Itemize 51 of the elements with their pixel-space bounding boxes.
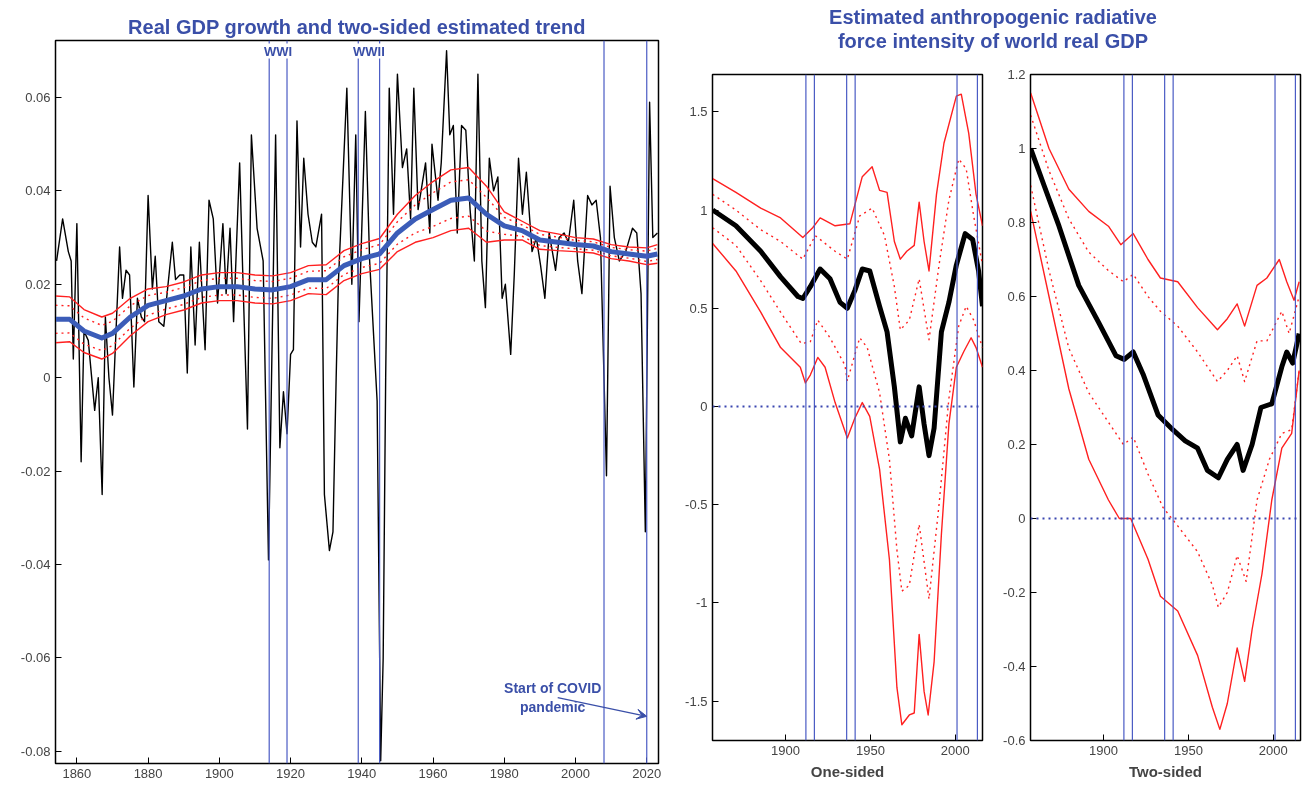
x-tick-label: 1920 (276, 765, 306, 781)
chart-title: Real GDP growth and two-sided estimated trend (128, 15, 586, 38)
y-tick-label: -1.5 (685, 693, 708, 709)
x-axis-title: One-sided (810, 762, 885, 780)
y-tick-label: 1 (700, 202, 708, 218)
x-tick-label: 1950 (855, 742, 885, 758)
y-tick-label: 0.6 (1007, 289, 1026, 304)
x-tick-label: 1900 (771, 742, 800, 758)
y-tick-label: 0.8 (1007, 215, 1026, 230)
y-tick-label: 0.02 (25, 276, 51, 292)
y-tick-label: 1.5 (689, 104, 708, 120)
y-tick-label: -0.06 (20, 650, 51, 666)
y-tick-label: -1 (695, 595, 708, 611)
y-tick-label: -0.04 (20, 557, 51, 573)
y-tick-label: 0 (43, 370, 51, 386)
y-tick-label: 0.5 (689, 300, 708, 316)
annotation: WWII (353, 43, 385, 59)
x-tick-label: 1880 (133, 765, 163, 781)
line-series (1030, 92, 1300, 331)
x-axis-title: Two-sided (1128, 762, 1203, 780)
y-tick-label: -0.02 (20, 463, 51, 479)
x-tick-label: 2000 (561, 765, 590, 781)
x-tick-label: 2000 (940, 742, 970, 758)
x-tick-label: 1940 (347, 765, 377, 781)
x-tick-label: 1950 (1173, 742, 1203, 758)
chart-title: Estimated anthropogenic radiative force intensity of world real GDP (829, 5, 1157, 53)
y-tick-label: -0.4 (1003, 659, 1026, 674)
y-tick-label: 0 (1018, 511, 1026, 526)
y-tick-label: -0.08 (20, 743, 51, 759)
line-series (712, 93, 983, 272)
x-tick-label: 2000 (1258, 742, 1288, 758)
y-tick-label: 1 (1018, 141, 1026, 156)
y-tick-label: 0.04 (25, 183, 51, 199)
line-series (1030, 114, 1300, 383)
x-tick-label: 1960 (418, 765, 448, 781)
y-tick-label: 1.2 (1007, 67, 1026, 82)
y-tick-label: -0.6 (1003, 733, 1026, 748)
y-tick-label: 0 (700, 399, 708, 415)
y-tick-label: 0.2 (1007, 437, 1026, 452)
annotation: WWI (264, 43, 293, 59)
x-tick-label: 1980 (489, 765, 519, 781)
y-tick-label: -0.2 (1003, 585, 1026, 600)
y-tick-label: 0.06 (25, 89, 51, 105)
x-tick-label: 1860 (62, 765, 92, 781)
x-tick-label: 1900 (204, 765, 234, 781)
y-tick-label: 0.4 (1007, 363, 1026, 378)
annotation: Start of COVID pandemic (504, 680, 602, 716)
line-series (712, 158, 983, 341)
x-tick-label: 2020 (632, 765, 662, 781)
x-tick-label: 1900 (1089, 742, 1118, 758)
y-tick-label: -0.5 (685, 497, 708, 513)
